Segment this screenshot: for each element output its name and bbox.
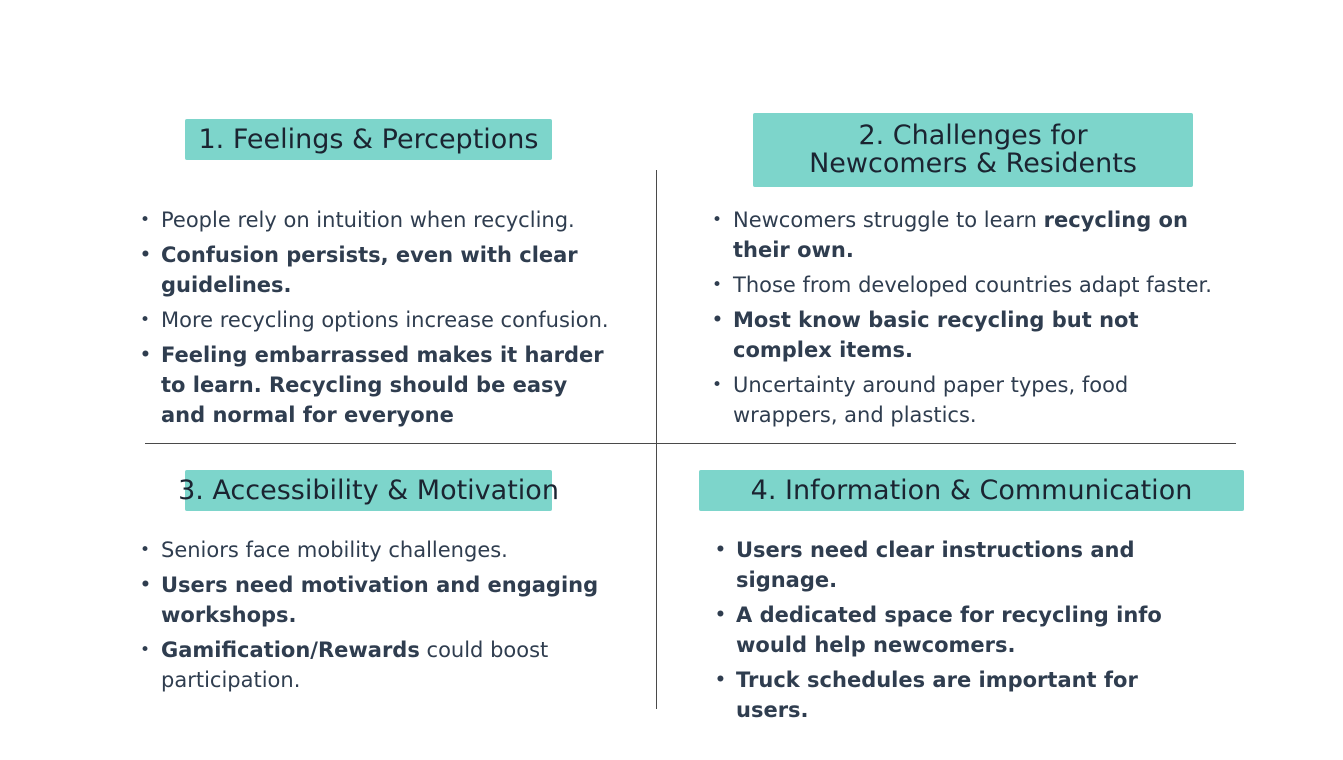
item-text-bold: Gamification/Rewards [161,638,420,662]
bullet-icon: • [140,575,151,595]
bullet-icon: • [140,540,151,560]
list-item: • People rely on intuition when recycling… [140,205,610,235]
item-text: Those from developed countries adapt fas… [733,273,1212,297]
quadrant-1-list: • People rely on intuition when recycling… [140,205,610,435]
list-item: • Those from developed countries adapt fa… [712,270,1232,300]
item-text: Newcomers struggle to learn [733,208,1044,232]
list-item: • Gamification/Rewards could boost partic… [140,635,610,695]
quadrant-2-title-line-1: 2. Challenges for [858,120,1088,151]
list-item: • Confusion persists, even with clear gui… [140,240,610,300]
item-text: Confusion persists, even with clear guid… [161,243,578,297]
item-text: Users need motivation and engaging works… [161,573,599,627]
bullet-icon: • [140,640,151,660]
list-item: • Users need motivation and engaging work… [140,570,610,630]
bullet-icon: • [140,210,151,230]
quadrant-3-title-text: 3. Accessibility & Motivation [178,474,559,506]
quadrant-2-list: • Newcomers struggle to learn recycling o… [712,205,1232,435]
quadrant-3-title: 3. Accessibility & Motivation [178,470,559,511]
list-item: • Users need clear instructions and signa… [715,535,1215,595]
bullet-icon: • [715,540,726,560]
quadrant-4-list: • Users need clear instructions and signa… [715,535,1215,730]
bullet-icon: • [712,210,723,230]
vertical-divider [656,170,657,709]
item-text: Uncertainty around paper types, food wra… [733,373,1129,427]
quadrant-3-list: • Seniors face mobility challenges. • User… [140,535,610,700]
item-text: Truck schedules are important for users. [736,668,1138,722]
bullet-icon: • [140,345,151,365]
item-text: Most know basic recycling but not comple… [733,308,1139,362]
item-text: could boost participation. [161,638,549,692]
list-item: • Seniors face mobility challenges. [140,535,610,565]
list-item: • More recycling options increase confusi… [140,305,610,335]
list-item: • Feeling embarrassed makes it harder to … [140,340,610,430]
list-item: • Most know basic recycling but not compl… [712,305,1232,365]
bullet-icon: • [712,375,723,395]
horizontal-divider [145,443,1236,444]
item-text: A dedicated space for recycling info wou… [736,603,1162,657]
item-text: Seniors face mobility challenges. [161,538,508,562]
item-text: More recycling options increase confusio… [161,308,609,332]
quadrant-1-title: 1. Feelings & Perceptions [185,119,552,160]
list-item: • Truck schedules are important for users… [715,665,1215,725]
quadrant-4-title: 4. Information & Communication [699,470,1244,511]
quadrant-2-title-line-2: Newcomers & Residents [809,148,1137,179]
item-text-bold: recycling on their own. [733,208,1188,262]
bullet-icon: • [712,310,723,330]
bullet-icon: • [140,310,151,330]
bullet-icon: • [712,275,723,295]
quadrant-4-title-text: 4. Information & Communication [750,474,1193,506]
bullet-icon: • [140,245,151,265]
bullet-icon: • [715,605,726,625]
list-item: • Uncertainty around paper types, food wr… [712,370,1232,430]
bullet-icon: • [715,670,726,690]
quadrant-2-title: 2. Challenges for Newcomers & Residents [753,113,1193,187]
list-item: • Newcomers struggle to learn recycling o… [712,205,1232,265]
list-item: • A dedicated space for recycling info wo… [715,600,1215,660]
item-text: People rely on intuition when recycling. [161,208,575,232]
item-text: Feeling embarrassed makes it harder to l… [161,343,604,427]
quadrant-1-title-text: 1. Feelings & Perceptions [198,123,539,155]
item-text: Users need clear instructions and signag… [736,538,1135,592]
